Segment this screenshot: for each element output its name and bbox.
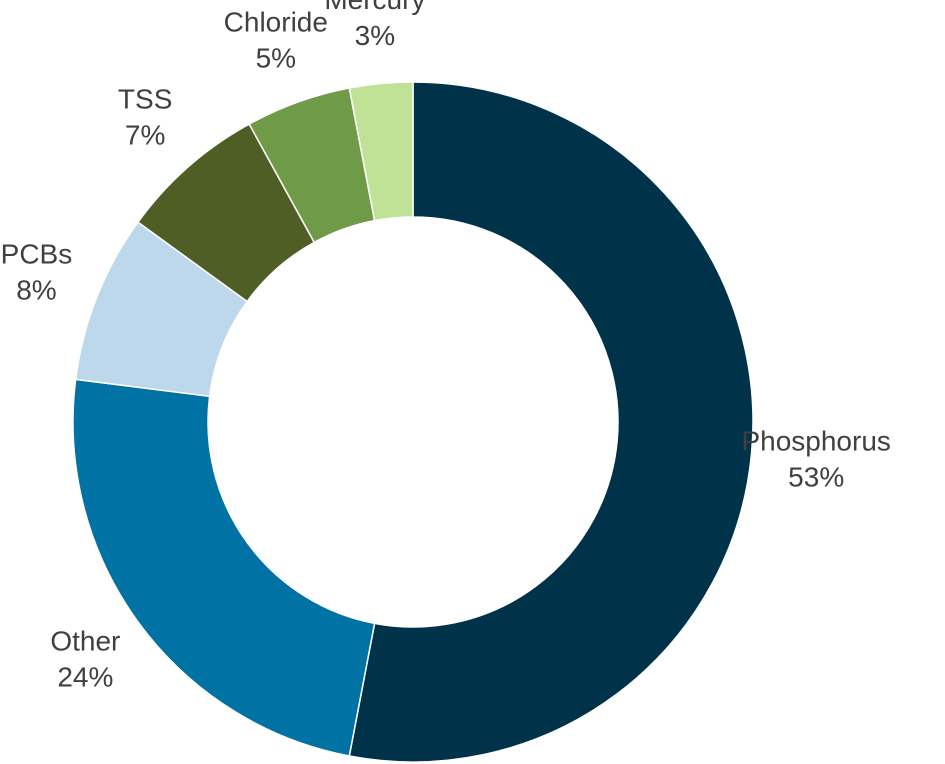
value-label: 8% (16, 274, 56, 305)
slice-label: TSS (118, 84, 172, 115)
value-label: 3% (355, 20, 395, 51)
slice-label: Other (50, 625, 120, 656)
value-label: 53% (788, 462, 844, 493)
slice-label: Phosphorus (741, 426, 890, 457)
donut-slice (348, 81, 754, 763)
donut-slice (72, 378, 376, 757)
value-label: 5% (256, 42, 296, 73)
value-label: 24% (57, 661, 113, 692)
slice-label: PCBs (1, 238, 73, 269)
donut-slice (348, 81, 414, 222)
value-label: 7% (125, 120, 165, 151)
slice-label: Chloride (224, 6, 328, 37)
slice-label: Mercury (324, 0, 425, 15)
